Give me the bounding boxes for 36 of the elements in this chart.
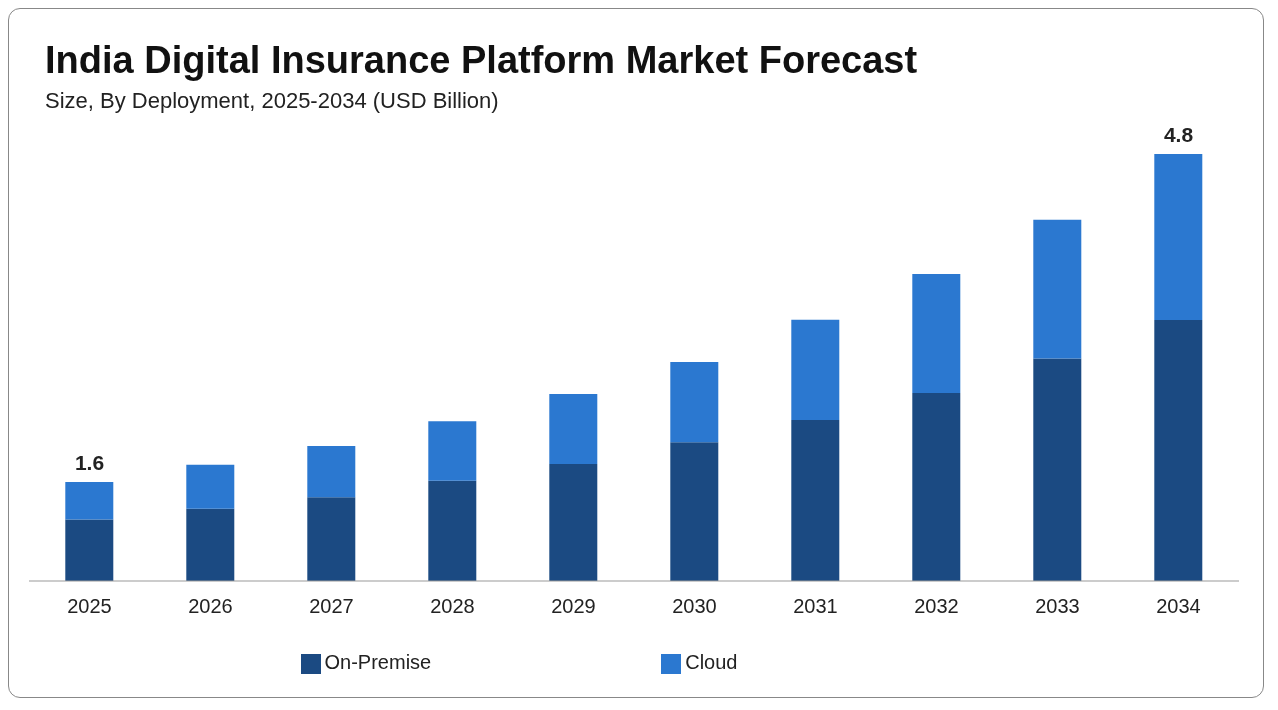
bar — [428, 480, 477, 581]
x-tick-label: 2028 — [430, 595, 475, 618]
bar — [307, 497, 356, 581]
x-tick-label: 2027 — [309, 595, 354, 618]
x-tick-label: 2026 — [188, 595, 233, 618]
bar — [186, 508, 235, 581]
bar — [1033, 219, 1082, 359]
chart-subtitle: Size, By Deployment, 2025-2034 (USD Billion) — [45, 88, 500, 114]
bar — [65, 481, 114, 520]
bar — [791, 319, 840, 421]
x-tick-label: 2025 — [67, 595, 112, 618]
bar — [670, 361, 719, 443]
bar — [307, 446, 356, 498]
legend-label: Cloud — [685, 651, 738, 673]
bar — [912, 393, 961, 581]
bar — [670, 442, 719, 581]
bar — [65, 519, 114, 581]
bar — [1154, 154, 1203, 321]
bar — [791, 420, 840, 581]
bar — [1033, 358, 1082, 581]
x-tick-label: 2032 — [914, 595, 959, 618]
bar — [549, 393, 598, 464]
x-tick-label: 2029 — [551, 595, 596, 618]
annotation: 4.8 — [1163, 123, 1194, 146]
bar — [912, 273, 961, 394]
annotation: 1.6 — [74, 450, 105, 474]
bar — [186, 464, 235, 509]
bar — [428, 421, 477, 481]
chart-title: India Digital Insurance Platform Market Forecast — [45, 39, 919, 82]
bar — [549, 464, 598, 581]
bar — [1154, 320, 1203, 581]
x-tick-label: 2034 — [1156, 595, 1201, 618]
x-tick-label: 2033 — [1035, 595, 1080, 618]
legend-label: On-Premise — [324, 651, 432, 673]
x-tick-label: 2031 — [793, 595, 838, 618]
x-tick-label: 2030 — [672, 595, 717, 618]
